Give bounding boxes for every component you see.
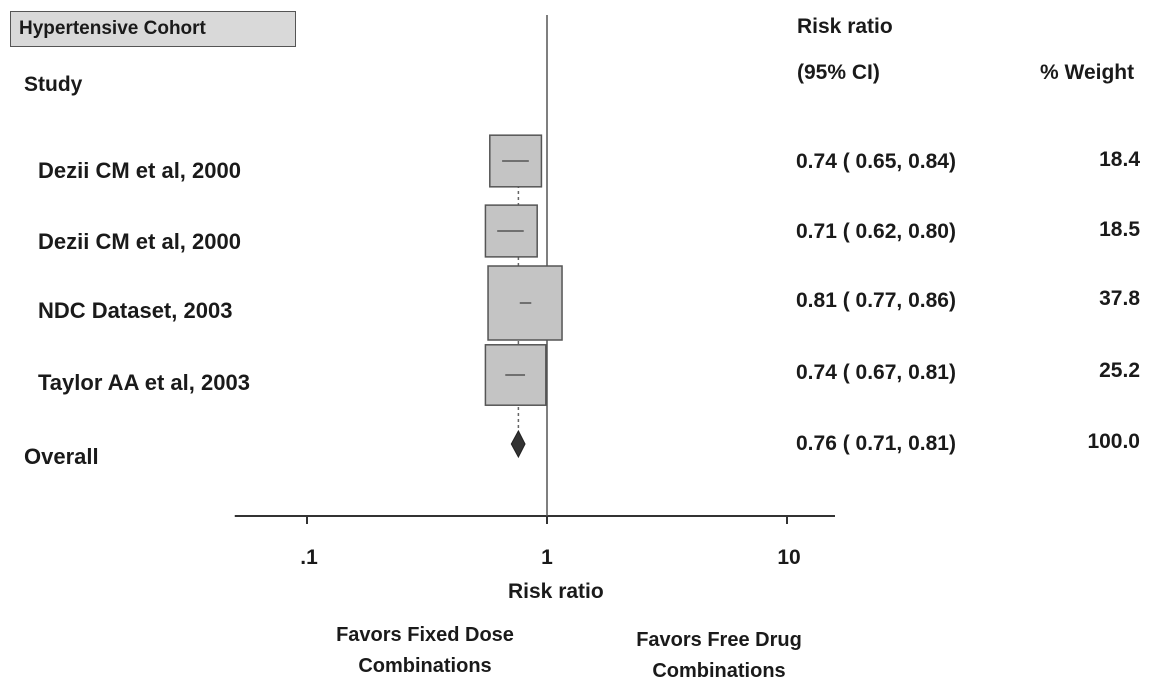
ci-header: (95% CI): [797, 61, 880, 84]
weight-value: 25.2: [1099, 359, 1140, 382]
study-ci-lines: [497, 160, 532, 376]
x-tick-label: .1: [300, 546, 318, 569]
risk-ratio-header: Risk ratio: [797, 15, 893, 38]
weight-value: 18.5: [1099, 218, 1140, 241]
x-axis-label: Risk ratio: [508, 580, 604, 603]
favors-fixed-dose-line2: Combinations: [358, 655, 492, 677]
weight-header: % Weight: [1040, 61, 1135, 84]
favors-free-drug-label: Favors Free Drug Combinations: [584, 625, 854, 687]
weight-value: 37.8: [1099, 287, 1140, 310]
study-name: Dezii CM et al, 2000: [38, 229, 241, 254]
ci-value: 0.71 ( 0.62, 0.80): [796, 220, 956, 243]
weight-value: 18.4: [1099, 148, 1140, 171]
overall-weight-value: 100.0: [1087, 430, 1140, 453]
favors-fixed-dose-label: Favors Fixed Dose Combinations: [290, 620, 560, 682]
overall-label: Overall: [24, 444, 99, 469]
x-tick-label: 1: [541, 546, 553, 569]
study-name: NDC Dataset, 2003: [38, 298, 233, 323]
x-tick-label: 10: [777, 546, 801, 569]
favors-free-drug-line2: Combinations: [652, 660, 786, 682]
study-boxes: [484, 134, 563, 406]
ci-value: 0.81 ( 0.77, 0.86): [796, 289, 956, 312]
ci-value: 0.74 ( 0.67, 0.81): [796, 361, 956, 384]
cohort-label: Hypertensive Cohort: [10, 11, 296, 47]
overall-ci-value: 0.76 ( 0.71, 0.81): [796, 432, 956, 455]
study-name: Taylor AA et al, 2003: [38, 370, 250, 395]
favors-fixed-dose-line1: Favors Fixed Dose: [336, 624, 514, 646]
study-name: Dezii CM et al, 2000: [38, 158, 241, 183]
overall-diamond: [510, 429, 526, 459]
favors-free-drug-line1: Favors Free Drug: [636, 629, 802, 651]
study-header: Study: [24, 73, 83, 96]
x-axis-ticks: [306, 516, 788, 524]
ci-value: 0.74 ( 0.65, 0.84): [796, 150, 956, 173]
